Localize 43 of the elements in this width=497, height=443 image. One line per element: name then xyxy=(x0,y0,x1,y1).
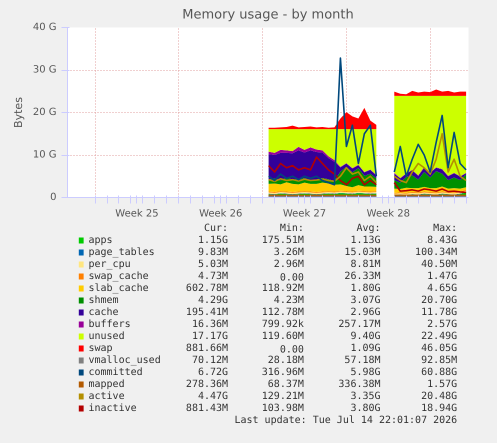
legend-label: active xyxy=(88,391,125,402)
text: 17.17G 119.60M 9.40G 22.49G xyxy=(192,331,458,342)
legend-label: swap xyxy=(88,343,113,354)
text: 195.41M 112.78M 2.96G 11.78G xyxy=(186,307,458,318)
text: 9.83M 3.26M 15.03M 100.34M xyxy=(198,247,458,258)
text: 16.36M 799.92k 257.17M 2.57G xyxy=(192,319,458,330)
legend-label: shmem xyxy=(88,295,119,306)
text: 278.36M 68.37M 336.38M 1.57G xyxy=(186,379,458,390)
text: 5.03M 2.96M 8.81M 40.50M xyxy=(198,259,458,270)
text: Cur: Min: Avg: Max: xyxy=(204,223,458,234)
legend-label: swap_cache xyxy=(88,271,149,282)
y-tick-label: 40 G xyxy=(32,22,57,33)
legend-label: page_tables xyxy=(88,247,155,258)
text: 4.29G 4.23M 3.07G 20.70G xyxy=(198,295,458,306)
legend-label: mapped xyxy=(88,379,125,390)
text: 70.12M 28.18M 57.18M 92.85M xyxy=(192,355,458,366)
text: 1.15G 175.51M 1.13G 8.43G xyxy=(198,235,458,246)
y-tick-label: 20 G xyxy=(32,107,57,118)
legend-label: cache xyxy=(88,307,119,318)
text: 6.72G 316.96M 5.98G 60.88G xyxy=(198,367,458,378)
text: 881.43M 103.98M 3.80G 18.94G xyxy=(186,403,458,414)
legend-label: inactive xyxy=(88,403,137,414)
y-tick-label: 30 G xyxy=(32,64,57,76)
text: Last update: Tue Jul 14 22:01:07 2026 xyxy=(234,415,458,426)
legend-label: unused xyxy=(88,331,125,342)
y-axis-title: Bytes xyxy=(12,96,25,128)
x-tick-label: Week 27 xyxy=(282,208,326,220)
chart-title: Memory usage - by month xyxy=(182,8,354,22)
legend-label: apps xyxy=(88,235,113,246)
legend-label: vmalloc_used xyxy=(88,355,161,366)
legend-label: buffers xyxy=(88,319,131,330)
text: 4.73M 0.00 26.33M 1.47G xyxy=(198,271,458,284)
legend-label: slab_cache xyxy=(88,283,149,294)
legend-label: committed xyxy=(88,367,143,378)
text: 4.47G 129.21M 3.35G 20.48G xyxy=(198,391,458,402)
legend-label: per_cpu xyxy=(88,259,131,270)
x-tick-label: Week 25 xyxy=(115,208,159,220)
text: 602.78M 118.92M 1.80G 4.65G xyxy=(186,283,458,294)
y-tick-label: 10 G xyxy=(32,150,57,160)
y-tick-label: 0 xyxy=(50,192,57,203)
x-tick-label: Week 26 xyxy=(199,208,242,220)
text: 881.66M 0.00 1.09G 46.05G xyxy=(186,343,458,356)
x-tick-label: Week 28 xyxy=(366,208,410,220)
